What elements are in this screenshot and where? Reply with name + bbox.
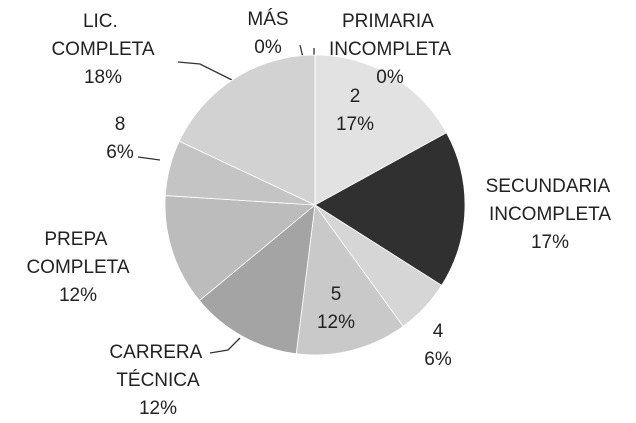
value-label: 6% (424, 349, 452, 370)
value-label: 6% (106, 142, 134, 163)
pie-slice (198, 204, 316, 355)
category-label: MÁS (247, 9, 288, 30)
value-label: 18% (84, 67, 122, 88)
pie-slice (178, 54, 316, 206)
category-label: PRIMARIA INCOMPLETA (329, 11, 451, 60)
pie-slice (295, 203, 404, 356)
value-label: 12% (317, 312, 355, 333)
value-label: 17% (336, 114, 374, 135)
value-label: 12% (59, 285, 97, 306)
category-label: LIC. COMPLETA (51, 11, 154, 60)
category-label: CARRERA TÉCNICA (109, 342, 206, 391)
category-label: 4 (433, 321, 444, 342)
pie-slice (314, 132, 466, 286)
category-label: 5 (331, 284, 342, 305)
category-label: SECUNDARIA INCOMPLETA (486, 176, 615, 225)
value-label: 0% (254, 37, 282, 58)
category-label: PREPA COMPLETA (26, 229, 129, 278)
value-label: 12% (139, 398, 177, 419)
leader-line (177, 61, 233, 81)
value-label: 17% (531, 232, 569, 253)
pie-slice (164, 195, 317, 302)
category-label: 2 (350, 86, 361, 107)
leader-line (209, 337, 241, 354)
leader-line (137, 156, 161, 161)
pie-slice (314, 54, 447, 206)
value-label: 0% (376, 67, 404, 88)
category-label: 8 (115, 114, 126, 135)
